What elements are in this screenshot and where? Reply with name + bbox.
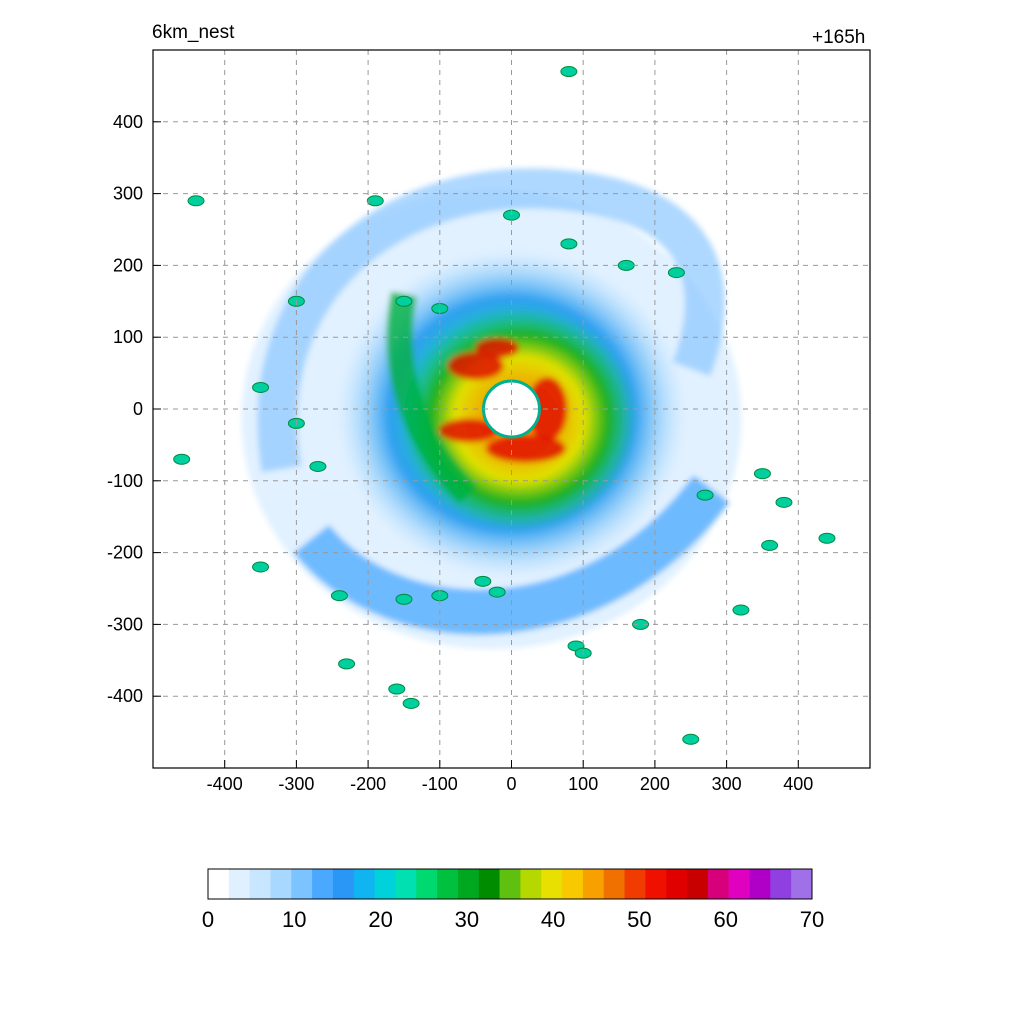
convective-cell xyxy=(330,590,348,602)
convective-cell xyxy=(667,267,685,279)
eyewall-maximum xyxy=(475,337,520,358)
colorbar-swatch xyxy=(353,869,376,899)
convective-cell xyxy=(309,460,327,472)
axis-ticks: -400 -300 -200 -100 0 100 200 300 400 400 300 200 10… xyxy=(107,112,813,794)
x-tick-label: -100 xyxy=(422,774,458,794)
colorbar-tick-label: 70 xyxy=(800,907,824,932)
x-tick-label: 100 xyxy=(568,774,598,794)
x-tick-label: 400 xyxy=(783,774,813,794)
colorbar-tick-label: 40 xyxy=(541,907,565,932)
colorbar-swatch xyxy=(270,869,292,899)
colorbar-swatch xyxy=(749,869,771,899)
convective-cell xyxy=(560,238,578,250)
colorbar-swatch xyxy=(291,869,313,899)
colorbar-swatch xyxy=(707,869,730,899)
y-tick-label: -400 xyxy=(107,686,143,706)
colorbar-swatch xyxy=(770,869,792,899)
convective-cell xyxy=(474,575,492,587)
colorbar-swatch xyxy=(728,869,751,899)
colorbar-swatch xyxy=(687,869,709,899)
x-tick-label: 0 xyxy=(506,774,516,794)
colorbar-tick-label: 10 xyxy=(282,907,306,932)
colorbar-swatch xyxy=(374,869,396,899)
convective-cell xyxy=(818,532,836,544)
convective-cell xyxy=(388,683,406,695)
eyewall-maximum xyxy=(485,434,566,463)
colorbar-swatch xyxy=(312,869,334,899)
colorbar: 0 10 20 30 40 50 60 70 xyxy=(202,868,824,932)
eyewall-maximum xyxy=(438,418,499,443)
convective-cell xyxy=(488,586,506,598)
colorbar-swatch xyxy=(332,869,355,899)
colorbar-swatch xyxy=(562,869,584,899)
convective-cell xyxy=(761,539,779,551)
convective-cell xyxy=(632,618,650,630)
colorbar-swatch xyxy=(541,869,563,899)
colorbar-swatch xyxy=(791,869,813,899)
convective-cell xyxy=(395,593,413,605)
colorbar-swatch xyxy=(603,869,626,899)
colorbar-swatch xyxy=(457,869,480,899)
x-tick-label: 200 xyxy=(640,774,670,794)
convective-cell xyxy=(338,658,356,670)
colorbar-swatch xyxy=(666,869,688,899)
y-tick-label: -300 xyxy=(107,614,143,634)
south-rainband xyxy=(293,475,730,635)
reflectivity-field xyxy=(173,66,836,745)
convective-cell xyxy=(775,496,793,508)
convective-cell xyxy=(402,697,420,709)
convective-cell xyxy=(696,489,714,501)
convective-cell xyxy=(187,195,205,207)
colorbar-swatch xyxy=(437,869,459,899)
y-tick-label: 0 xyxy=(133,399,143,419)
y-tick-label: -200 xyxy=(107,543,143,563)
panel-title: 6km_nest xyxy=(152,22,235,43)
colorbar-swatch xyxy=(624,869,646,899)
colorbar-tick-label: 50 xyxy=(627,907,651,932)
north-rainband xyxy=(257,168,725,473)
convective-cell xyxy=(395,295,413,307)
convective-cell xyxy=(173,453,191,465)
colorbar-tick-label: 30 xyxy=(455,907,479,932)
y-tick-label: 400 xyxy=(113,112,143,132)
colorbar-tick-label: 20 xyxy=(368,907,392,932)
colorbar-tick-label: 0 xyxy=(202,907,214,932)
storm-eye xyxy=(482,379,541,439)
x-tick-label: 300 xyxy=(712,774,742,794)
y-tick-label: -100 xyxy=(107,471,143,491)
colorbar-frame xyxy=(207,868,813,900)
convective-cell xyxy=(560,66,578,78)
x-tick-label: -400 xyxy=(207,774,243,794)
colorbar-swatch xyxy=(208,869,230,899)
convective-cell xyxy=(682,733,700,745)
colorbar-swatch xyxy=(499,869,521,899)
x-tick-label: -200 xyxy=(350,774,386,794)
convective-cell xyxy=(753,468,771,480)
colorbar-swatch xyxy=(416,869,438,899)
convective-cell xyxy=(366,195,384,207)
colorbar-swatch xyxy=(395,869,417,899)
y-tick-label: 300 xyxy=(113,184,143,204)
y-tick-label: 100 xyxy=(113,327,143,347)
convective-cell xyxy=(252,561,270,573)
y-tick-label: 200 xyxy=(113,255,143,275)
convective-cell xyxy=(732,604,750,616)
colorbar-swatch xyxy=(478,869,501,899)
x-tick-label: -300 xyxy=(278,774,314,794)
colorbar-swatch xyxy=(249,869,271,899)
colorbar-swatch xyxy=(645,869,667,899)
colorbar-tick-label: 60 xyxy=(713,907,737,932)
colorbar-swatch xyxy=(582,869,605,899)
west-feeder-band xyxy=(386,291,478,505)
colorbar-swatch xyxy=(228,869,251,899)
convective-cell xyxy=(252,381,270,393)
forecast-hour-label: +165h xyxy=(812,27,866,48)
colorbar-swatch xyxy=(520,869,542,899)
eyewall-maximum xyxy=(447,351,504,380)
